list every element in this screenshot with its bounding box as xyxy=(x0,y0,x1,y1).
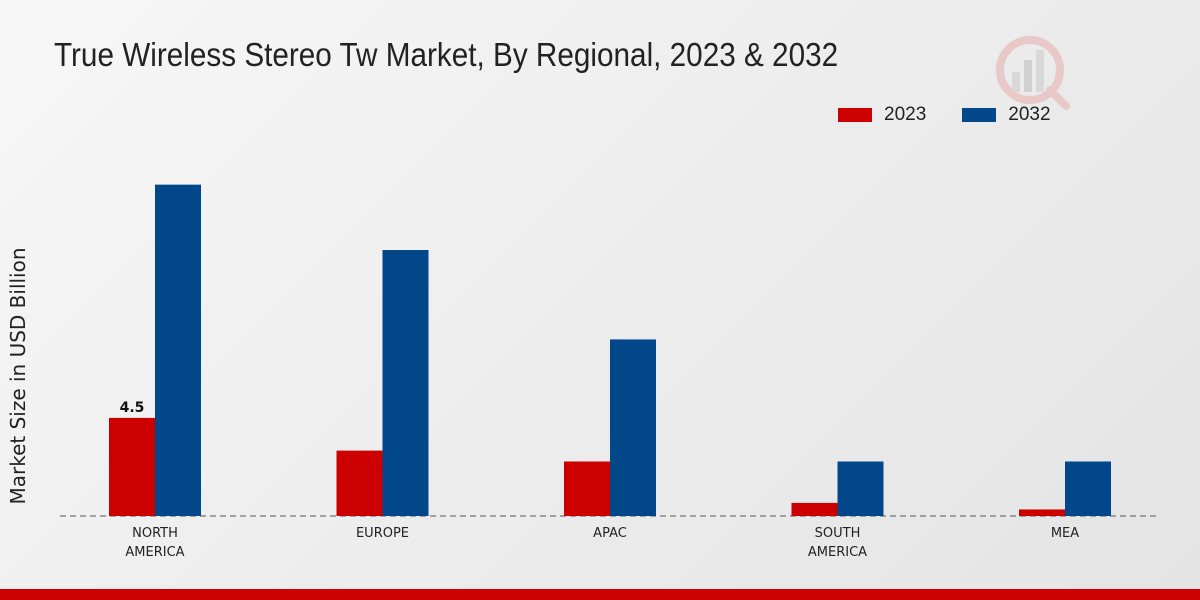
bar-2023-north-america xyxy=(109,417,155,516)
legend-item-2032: 2032 xyxy=(962,104,1051,126)
logo-icon xyxy=(996,36,1070,110)
bar-2032-europe xyxy=(382,250,429,517)
bar-2032-south-america xyxy=(837,461,884,516)
bar-2023-mea xyxy=(1019,509,1065,516)
legend-swatch-2032 xyxy=(962,108,997,122)
x-tick-label: NORTH AMERICA xyxy=(125,526,184,560)
x-tick-label: APAC xyxy=(593,526,627,541)
chart-title: True Wireless Stereo Tw Market, By Regio… xyxy=(54,36,839,73)
x-tick-label: MEA xyxy=(1051,526,1079,541)
x-tick-label: EUROPE xyxy=(356,526,409,541)
legend-label-2023: 2023 xyxy=(884,104,927,125)
bar-2032-apac xyxy=(610,339,656,516)
x-tick-label: SOUTH AMERICA xyxy=(808,526,867,560)
data-label: 4.5 xyxy=(120,400,145,416)
legend-label-2032: 2032 xyxy=(1008,104,1051,125)
legend-swatch-2023 xyxy=(838,108,872,122)
bottom-accent-bar xyxy=(0,589,1200,600)
bar-2032-north-america xyxy=(155,184,201,516)
legend: 2023 2032 xyxy=(838,104,1051,126)
bar-2023-apac xyxy=(564,461,610,516)
legend-item-2023: 2023 xyxy=(838,104,926,126)
bar-2032-mea xyxy=(1065,461,1111,516)
bar-2023-south-america xyxy=(791,502,838,516)
bar-2023-europe xyxy=(336,450,383,516)
